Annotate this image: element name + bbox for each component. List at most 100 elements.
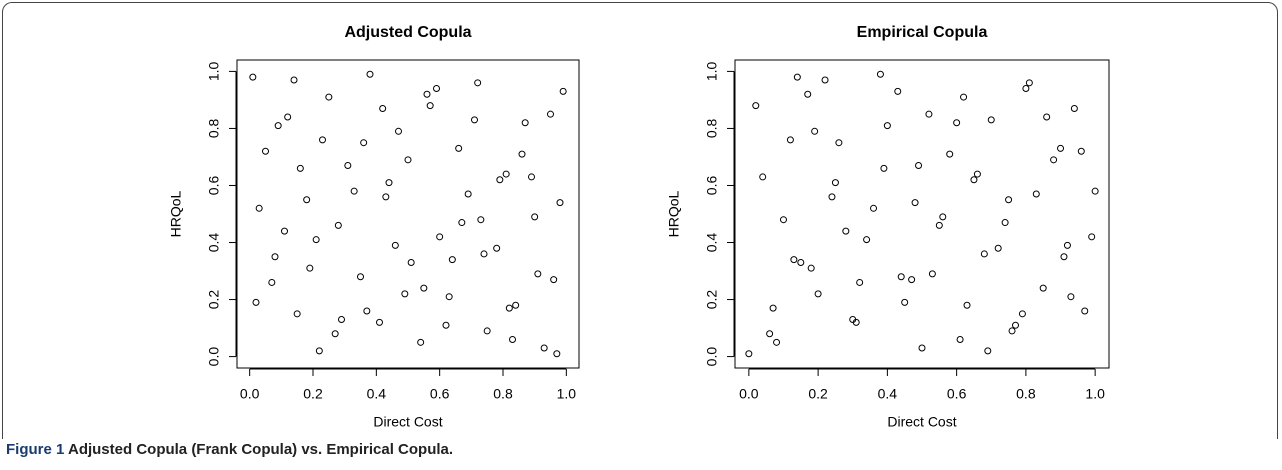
point: [786, 136, 794, 144]
point: [953, 119, 961, 127]
x-tick-label: 0.6: [430, 386, 450, 402]
point: [385, 179, 393, 187]
point: [331, 330, 339, 338]
x-tick-label: 0.2: [808, 386, 828, 402]
y-tick-label: 1.0: [704, 61, 720, 81]
y-tick-label: 0.4: [704, 233, 720, 253]
point: [493, 244, 501, 252]
point: [464, 190, 472, 198]
point: [455, 144, 463, 152]
point: [319, 136, 326, 144]
point: [1043, 113, 1051, 121]
point: [274, 122, 282, 130]
point: [935, 221, 943, 229]
point: [1001, 219, 1009, 227]
point: [821, 76, 829, 84]
point: [1039, 284, 1047, 292]
point: [534, 270, 542, 278]
x-tick-label: 0.8: [493, 386, 513, 402]
point: [1060, 253, 1068, 261]
point: [344, 162, 352, 170]
point: [1025, 79, 1033, 87]
point: [474, 79, 482, 87]
point: [395, 127, 402, 135]
point: [915, 162, 923, 170]
point: [1005, 196, 1013, 204]
point: [880, 164, 888, 172]
point: [303, 196, 311, 204]
point: [271, 253, 279, 261]
point: [521, 119, 529, 127]
point: [426, 102, 434, 110]
point: [766, 330, 774, 338]
point: [249, 73, 257, 81]
chart-title: Empirical Copula: [857, 24, 988, 41]
x-tick-label: 0.0: [240, 386, 260, 402]
point: [391, 241, 399, 249]
x-tick-label: 0.2: [303, 386, 323, 402]
point: [897, 273, 905, 281]
figure-frame: [2, 2, 1278, 439]
point: [811, 127, 819, 135]
point: [338, 316, 345, 324]
plot-box: [734, 59, 1110, 369]
point: [1057, 144, 1065, 152]
point: [306, 264, 314, 272]
point: [471, 116, 478, 124]
point: [404, 156, 412, 164]
point: [894, 87, 902, 95]
point: [458, 219, 466, 227]
point: [752, 102, 760, 110]
point: [423, 90, 431, 98]
point: [842, 227, 850, 235]
point: [360, 139, 368, 147]
point: [745, 350, 753, 358]
point: [852, 318, 860, 326]
y-tick-label: 0.6: [704, 176, 720, 196]
point: [296, 164, 304, 172]
point: [984, 347, 992, 355]
point: [255, 204, 263, 212]
point: [963, 301, 971, 309]
point: [793, 73, 801, 81]
point: [480, 250, 488, 258]
y-tick-label: 0.8: [206, 119, 222, 139]
point: [908, 276, 916, 284]
point: [268, 278, 276, 286]
point: [366, 70, 374, 78]
point: [804, 90, 812, 98]
point: [1012, 321, 1019, 329]
point: [518, 150, 526, 158]
point: [547, 110, 554, 118]
point: [814, 290, 822, 298]
chart: Adjusted Copula Direct Cost HRQoL 0.0 0.2 0.4…: [168, 24, 1110, 430]
point: [448, 256, 456, 264]
point: [559, 87, 567, 95]
plot-box: [236, 59, 580, 369]
point: [1008, 327, 1016, 335]
point: [550, 276, 558, 284]
point: [401, 290, 409, 298]
point: [928, 270, 936, 278]
point: [407, 258, 415, 266]
point: [831, 179, 839, 187]
point: [293, 310, 301, 318]
x-tick-label: 0.4: [367, 386, 387, 402]
point: [883, 122, 891, 130]
y-axis-label: HRQoL: [666, 190, 682, 237]
point: [417, 338, 425, 346]
point: [980, 250, 988, 258]
point: [1091, 187, 1099, 195]
point: [528, 173, 535, 181]
point: [835, 139, 843, 147]
point: [946, 150, 954, 158]
point: [357, 273, 364, 281]
point: [540, 344, 548, 352]
x-axis-label: Direct Cost: [887, 414, 956, 430]
point: [334, 221, 342, 229]
point: [252, 298, 260, 306]
point: [1063, 241, 1071, 249]
point: [382, 193, 390, 201]
point: [994, 244, 1002, 252]
point: [325, 93, 333, 101]
